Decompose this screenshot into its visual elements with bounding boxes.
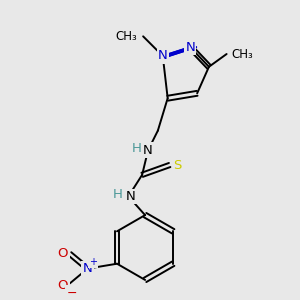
Text: S: S: [173, 158, 182, 172]
Text: CH₃: CH₃: [116, 30, 137, 43]
Text: N: N: [125, 190, 135, 203]
Text: O: O: [58, 248, 68, 260]
Text: O: O: [58, 279, 68, 292]
Text: H: H: [113, 188, 122, 201]
Text: N: N: [185, 40, 195, 54]
Text: N: N: [158, 50, 168, 62]
Text: H: H: [131, 142, 141, 155]
Text: N: N: [83, 262, 92, 275]
Text: CH₃: CH₃: [232, 47, 253, 61]
Text: N: N: [143, 144, 153, 157]
Text: +: +: [89, 257, 98, 267]
Text: −: −: [67, 287, 77, 300]
